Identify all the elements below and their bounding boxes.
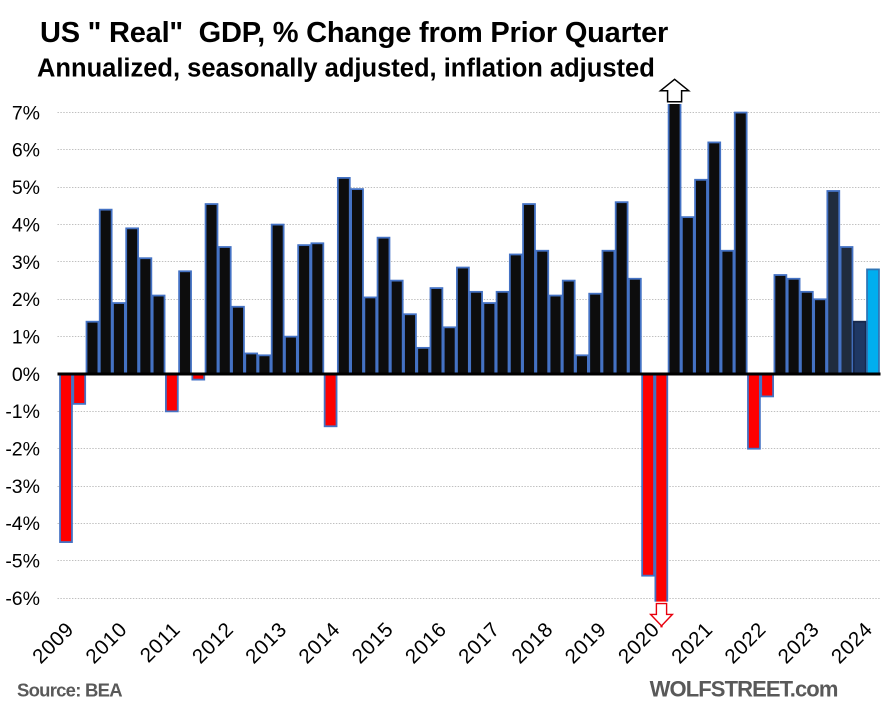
svg-text:US " Real" GDP, % Change from: US " Real" GDP, % Change from Prior Quar… xyxy=(40,17,668,49)
svg-text:0%: 0% xyxy=(12,364,40,386)
svg-text:Annualized, seasonally adjuste: Annualized, seasonally adjusted, inflati… xyxy=(37,54,655,82)
svg-text:-4%: -4% xyxy=(5,513,40,535)
svg-text:1%: 1% xyxy=(12,326,40,348)
svg-text:5%: 5% xyxy=(12,177,40,199)
svg-text:-5%: -5% xyxy=(5,551,40,573)
svg-text:3%: 3% xyxy=(12,252,40,274)
svg-text:-2%: -2% xyxy=(5,439,40,461)
svg-text:-6%: -6% xyxy=(5,588,40,610)
svg-text:-3%: -3% xyxy=(5,476,40,498)
svg-text:4%: 4% xyxy=(12,214,40,236)
svg-text:-1%: -1% xyxy=(5,401,40,423)
svg-text:WOLFSTREET.com: WOLFSTREET.com xyxy=(650,676,838,701)
svg-text:2%: 2% xyxy=(12,289,40,311)
svg-text:7%: 7% xyxy=(12,102,40,124)
svg-text:Source: BEA: Source: BEA xyxy=(17,680,122,701)
svg-text:6%: 6% xyxy=(12,140,40,162)
